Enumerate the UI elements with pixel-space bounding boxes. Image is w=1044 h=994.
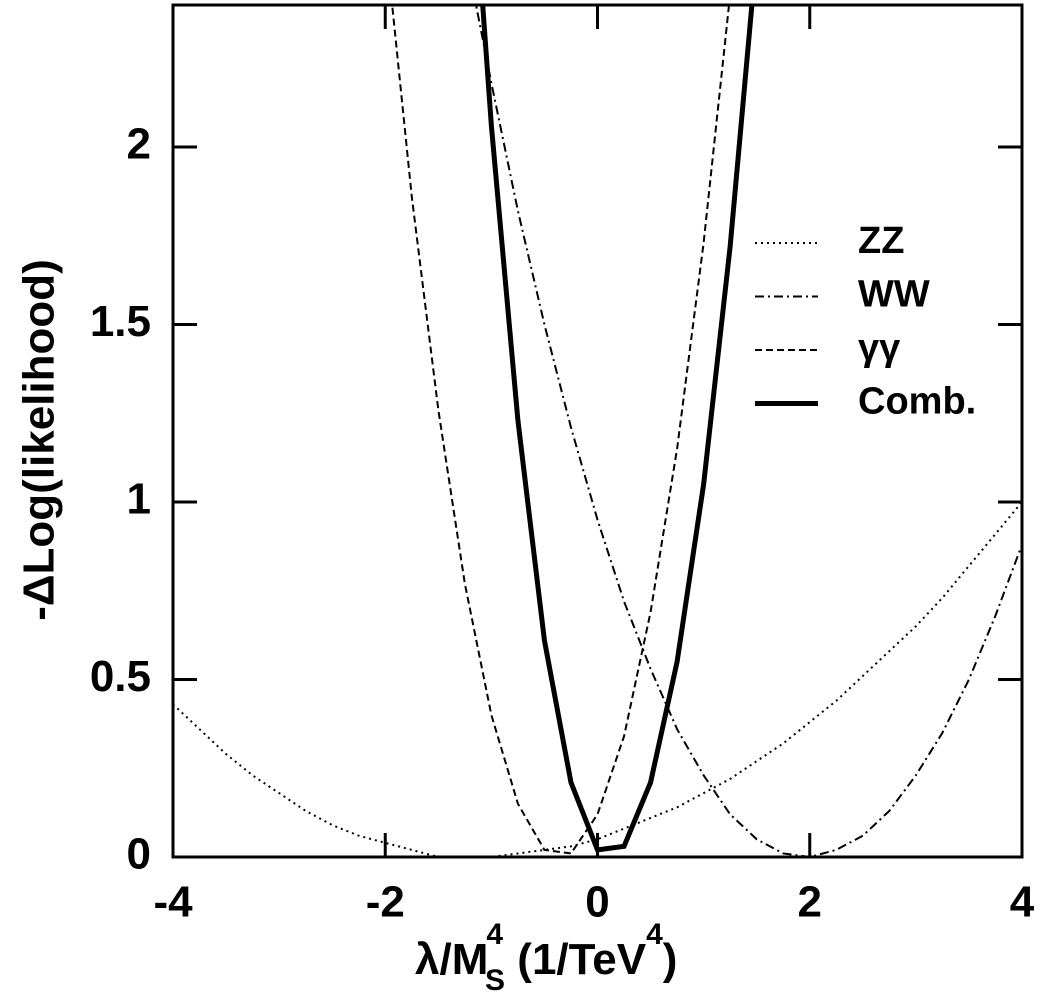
x-label-part: λ/M xyxy=(415,935,488,984)
x-tick-label: 0 xyxy=(585,878,609,927)
curves xyxy=(173,5,1022,857)
x-label-sup: 4 xyxy=(486,918,503,951)
x-label-sub: S xyxy=(485,964,505,994)
legend-label: WW xyxy=(858,274,930,316)
x-tick-label: -2 xyxy=(366,878,405,927)
y-tick-label: 2 xyxy=(127,120,151,169)
x-tick-label: 4 xyxy=(1010,878,1035,927)
y-tick-label: 0.5 xyxy=(90,652,151,701)
legend-label: γγ xyxy=(858,327,900,369)
series-line xyxy=(480,5,755,853)
plot-frame xyxy=(171,3,1024,859)
y-tick-label: 1 xyxy=(127,475,151,524)
series-line xyxy=(474,5,1022,857)
x-label-part: ) xyxy=(663,935,678,984)
x-axis-label: λ/M4 S (1/TeV4) xyxy=(415,918,677,994)
series-line xyxy=(173,501,1022,857)
y-tick-label: 1.5 xyxy=(90,297,151,346)
y-axis-label: -ΔLog(likelihood) xyxy=(15,259,64,621)
legend-label: ZZ xyxy=(858,220,904,262)
x-label-part: (1/TeV xyxy=(505,935,647,984)
x-label-sup: 4 xyxy=(646,918,663,951)
x-tick-label: -4 xyxy=(153,878,193,927)
y-tick-label: 0 xyxy=(127,830,151,879)
x-tick-label: 2 xyxy=(798,878,822,927)
series-line xyxy=(391,5,731,855)
legend-label: Comb. xyxy=(858,381,976,423)
